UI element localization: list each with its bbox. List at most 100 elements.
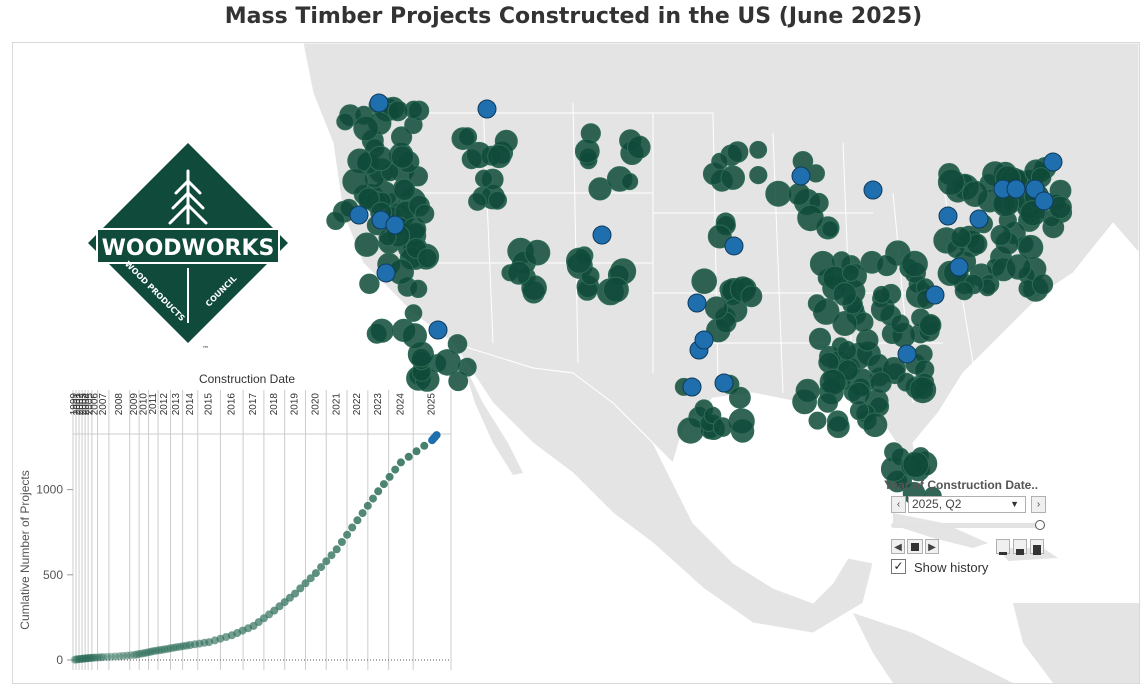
show-history-checkbox[interactable]: ✓ [891, 559, 906, 574]
project-marker[interactable] [872, 285, 891, 304]
project-marker[interactable] [354, 232, 379, 257]
next-period-button[interactable]: › [1031, 496, 1046, 513]
prev-period-button[interactable]: ‹ [891, 496, 906, 513]
project-marker[interactable] [876, 254, 898, 277]
project-marker[interactable] [862, 412, 888, 438]
project-marker[interactable] [353, 115, 379, 142]
project-marker[interactable] [837, 340, 857, 361]
project-marker[interactable] [393, 178, 416, 201]
project-marker[interactable] [369, 318, 394, 343]
project-marker[interactable] [457, 127, 478, 147]
project-marker[interactable] [391, 126, 413, 148]
project-marker[interactable] [821, 220, 839, 238]
project-marker[interactable] [704, 296, 729, 320]
project-marker[interactable] [507, 260, 532, 285]
recent-project-marker[interactable] [477, 99, 497, 119]
recent-project-marker[interactable] [969, 209, 989, 229]
speed-slow-button[interactable] [996, 539, 1010, 555]
recent-project-marker[interactable] [687, 293, 707, 313]
project-marker[interactable] [574, 138, 600, 164]
recent-project-marker[interactable] [925, 285, 945, 305]
project-marker[interactable] [749, 140, 768, 159]
project-marker[interactable] [414, 203, 435, 224]
project-marker[interactable] [342, 168, 369, 195]
step-back-button[interactable]: ◀ [891, 539, 905, 554]
recent-project-marker[interactable] [938, 206, 958, 226]
project-marker[interactable] [990, 224, 1012, 246]
recent-project-marker[interactable] [863, 180, 883, 200]
project-marker[interactable] [937, 168, 965, 196]
project-marker[interactable] [954, 281, 974, 301]
project-marker[interactable] [819, 368, 847, 396]
project-marker[interactable] [808, 327, 832, 350]
project-marker[interactable] [447, 334, 468, 354]
speed-medium-button[interactable] [1013, 539, 1027, 555]
project-marker[interactable] [677, 417, 704, 444]
project-marker[interactable] [720, 165, 745, 190]
project-marker[interactable] [627, 135, 651, 159]
project-marker[interactable] [475, 169, 493, 188]
project-marker[interactable] [409, 279, 428, 298]
project-marker[interactable] [962, 180, 989, 208]
project-marker[interactable] [448, 371, 469, 392]
recent-project-marker[interactable] [1043, 152, 1063, 172]
project-marker[interactable] [749, 166, 768, 185]
project-marker[interactable] [856, 329, 879, 352]
project-marker[interactable] [434, 349, 461, 376]
project-marker[interactable] [711, 152, 729, 171]
project-marker[interactable] [869, 371, 892, 394]
project-marker[interactable] [488, 190, 507, 210]
stop-button[interactable] [907, 539, 923, 554]
project-marker[interactable] [842, 264, 860, 282]
project-map[interactable]: WOODWORKS WOOD PRODUCTS COUNCIL ™ [12, 42, 1140, 684]
project-marker[interactable] [457, 357, 477, 377]
recent-project-marker[interactable] [791, 166, 811, 186]
recent-project-marker[interactable] [385, 215, 405, 235]
recent-project-marker[interactable] [897, 344, 917, 364]
recent-project-marker[interactable] [592, 225, 612, 245]
project-marker[interactable] [909, 376, 937, 404]
project-marker[interactable] [812, 298, 840, 325]
project-marker[interactable] [1018, 234, 1044, 261]
recent-project-marker[interactable] [428, 320, 448, 340]
project-marker[interactable] [524, 239, 551, 266]
speed-fast-button[interactable] [1030, 539, 1044, 555]
project-marker[interactable] [797, 204, 824, 232]
project-marker[interactable] [326, 211, 346, 231]
project-marker[interactable] [387, 100, 409, 122]
recent-project-marker[interactable] [724, 236, 744, 256]
map-canvas[interactable] [13, 43, 1139, 683]
project-marker[interactable] [950, 226, 972, 248]
period-slider-handle[interactable] [1035, 520, 1045, 530]
project-marker[interactable] [847, 381, 871, 406]
recent-project-marker[interactable] [714, 373, 734, 393]
project-marker[interactable] [691, 268, 718, 294]
project-marker[interactable] [832, 311, 858, 336]
recent-project-marker[interactable] [349, 205, 369, 225]
project-marker[interactable] [359, 273, 380, 295]
project-marker[interactable] [621, 172, 639, 191]
project-marker[interactable] [726, 141, 749, 163]
project-marker[interactable] [901, 250, 928, 278]
project-marker[interactable] [795, 378, 820, 403]
project-marker[interactable] [521, 275, 547, 301]
project-marker[interactable] [919, 313, 942, 337]
recent-project-marker[interactable] [694, 330, 714, 350]
project-marker[interactable] [826, 415, 850, 439]
recent-project-marker[interactable] [682, 377, 702, 397]
project-marker[interactable] [817, 392, 839, 413]
project-marker[interactable] [1005, 254, 1032, 280]
project-marker[interactable] [729, 386, 751, 409]
project-marker[interactable] [890, 314, 910, 334]
play-button[interactable]: ▶ [925, 539, 939, 554]
recent-project-marker[interactable] [1034, 191, 1054, 211]
project-marker[interactable] [487, 144, 512, 169]
recent-project-marker[interactable] [1006, 179, 1026, 199]
project-marker[interactable] [390, 145, 415, 169]
project-marker[interactable] [357, 187, 380, 210]
project-marker[interactable] [602, 276, 629, 303]
project-marker[interactable] [336, 112, 355, 131]
project-marker[interactable] [588, 177, 612, 201]
project-marker[interactable] [712, 417, 733, 437]
project-marker[interactable] [740, 285, 763, 308]
